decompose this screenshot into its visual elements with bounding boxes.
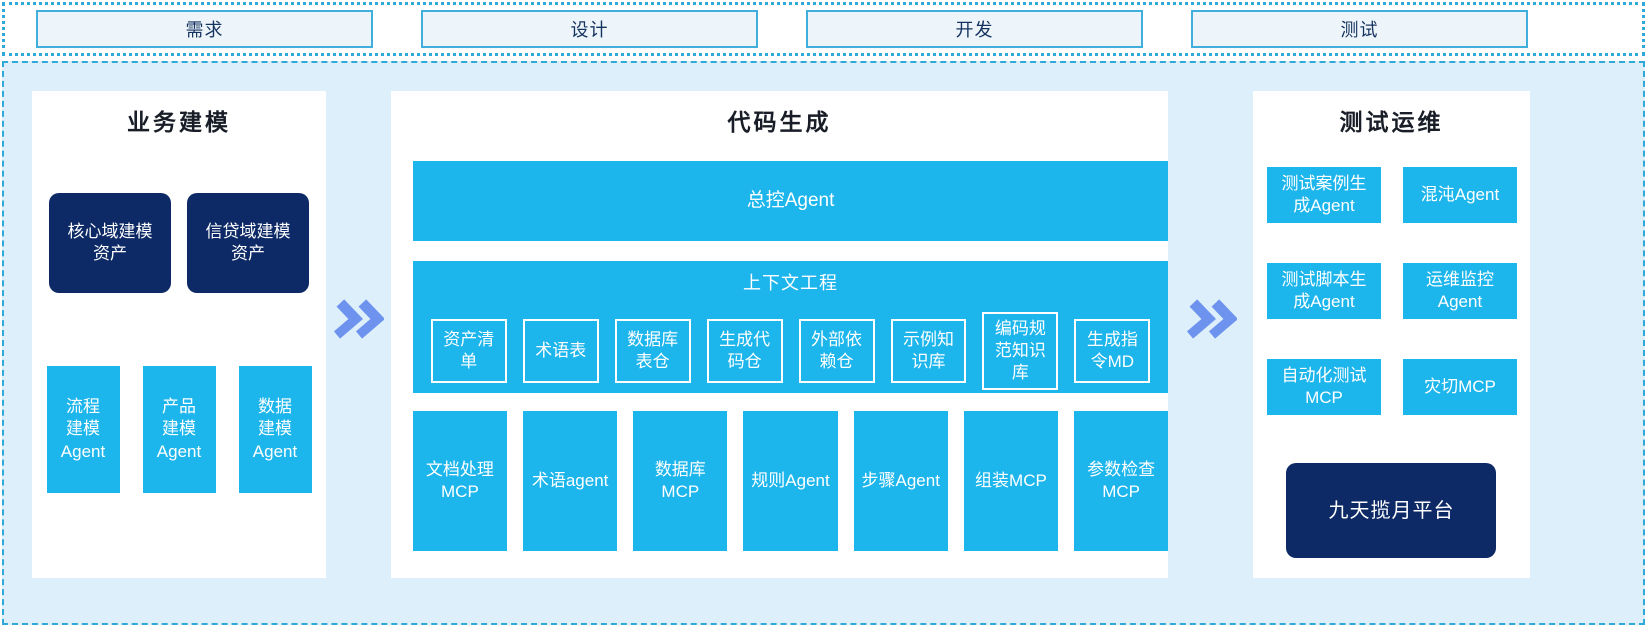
generated-code-repo-box: 生成代 码仓 [706, 319, 783, 383]
core-domain-asset-box: 核心域建模 资产 [49, 193, 172, 293]
data-modeling-agent-box: 数据 建模 Agent [238, 366, 312, 493]
phase-label: 开发 [955, 20, 994, 40]
phase-label: 设计 [570, 20, 609, 40]
glossary-box: 术语表 [522, 319, 599, 383]
coding-standard-kb-box: 编码规 范知识 库 [982, 311, 1059, 391]
test-script-gen-agent-box: 测试脚本生 成Agent [1266, 263, 1381, 319]
flow-gap [1168, 63, 1253, 623]
column-code-generation: 代码生成 总控Agent 上下文工程 资产清 单 术语表 数据库 表仓 生成代 … [390, 91, 1169, 578]
param-check-mcp-box: 参数检查 MCP [1074, 411, 1169, 551]
column-title: 测试运维 [1339, 109, 1444, 135]
rule-agent-box: 规则Agent [743, 411, 838, 551]
database-mcp-box: 数据库 MCP [633, 411, 728, 551]
external-dependency-repo-box: 外部依 赖仓 [798, 319, 875, 383]
assembly-mcp-box: 组装MCP [963, 411, 1059, 551]
step-agent-box: 步骤Agent [853, 411, 948, 551]
master-agent-bar: 总控Agent [412, 161, 1169, 241]
test-case-gen-agent-box: 测试案例生 成Agent [1266, 167, 1381, 223]
product-modeling-agent-box: 产品 建模 Agent [142, 366, 216, 493]
disaster-switch-mcp-box: 灾切MCP [1402, 359, 1517, 415]
column-test-ops: 测试运维 测试案例生 成Agent 混沌Agent 测试脚本生 成Agent 运… [1252, 91, 1530, 578]
column-title: 业务建模 [127, 109, 232, 135]
column-business-modeling: 业务建模 核心域建模 资产 信贷域建模 资产 流程 建模 Agent 产品 建模… [32, 91, 327, 578]
phase-design: 设计 [421, 10, 758, 48]
phase-testing: 测试 [1191, 10, 1528, 48]
glossary-agent-box: 术语agent [523, 411, 618, 551]
column-title: 代码生成 [727, 109, 832, 135]
phase-requirements: 需求 [36, 10, 373, 48]
modeling-agent-row: 流程 建模 Agent 产品 建模 Agent 数据 建模 Agent [32, 366, 326, 493]
phase-bar: 需求 设计 开发 测试 [2, 2, 1645, 56]
phase-label: 需求 [185, 20, 224, 40]
db-table-repo-box: 数据库 表仓 [614, 319, 691, 383]
main-container: 业务建模 核心域建模 资产 信贷域建模 资产 流程 建模 Agent 产品 建模… [2, 61, 1645, 625]
chevron-double-right-icon [1186, 299, 1237, 339]
chevron-double-right-icon [334, 299, 385, 339]
context-engineering-box: 上下文工程 资产清 单 术语表 数据库 表仓 生成代 码仓 外部依 赖仓 示例知… [412, 261, 1169, 393]
asset-list-box: 资产清 单 [430, 319, 507, 383]
automated-test-mcp-box: 自动化测试 MCP [1266, 359, 1381, 415]
asset-row: 核心域建模 资产 信贷域建模 资产 [32, 193, 326, 293]
phase-development: 开发 [806, 10, 1143, 48]
jiutian-lanyue-platform-box: 九天揽月平台 [1286, 463, 1497, 558]
process-modeling-agent-box: 流程 建模 Agent [46, 366, 120, 493]
example-knowledge-base-box: 示例知 识库 [890, 319, 967, 383]
ops-monitor-agent-box: 运维监控 Agent [1402, 263, 1517, 319]
flow-gap [326, 63, 391, 623]
doc-processing-mcp-box: 文档处理 MCP [412, 411, 508, 551]
chaos-agent-box: 混沌Agent [1402, 167, 1517, 223]
credit-domain-asset-box: 信贷域建模 资产 [187, 193, 310, 293]
context-engineering-title: 上下文工程 [743, 273, 839, 293]
generation-instruction-md-box: 生成指 令MD [1074, 319, 1151, 383]
testops-grid: 测试案例生 成Agent 混沌Agent 测试脚本生 成Agent 运维监控 A… [1266, 167, 1517, 415]
tool-row: 文档处理 MCP 术语agent 数据库 MCP 规则Agent 步骤Agent… [412, 411, 1169, 551]
context-item-row: 资产清 单 术语表 数据库 表仓 生成代 码仓 外部依 赖仓 示例知 识库 编码… [430, 303, 1151, 399]
phase-label: 测试 [1340, 20, 1379, 40]
